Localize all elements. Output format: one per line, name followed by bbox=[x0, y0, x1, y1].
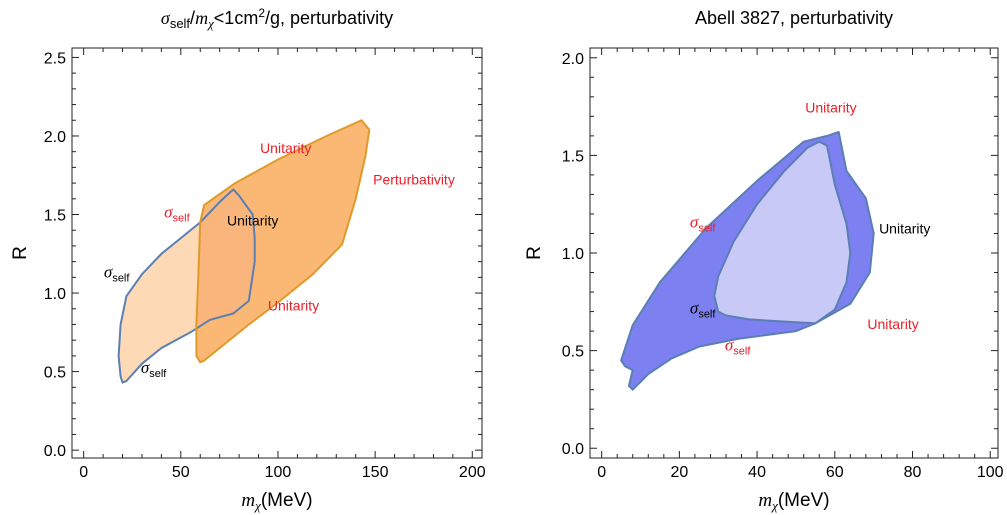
title-rest: <1cm bbox=[214, 8, 259, 28]
annotation-sigma-self: σself bbox=[690, 299, 716, 321]
right-panel: Abell 3827, perturbativity 0 20 40 60 80 100 0.… bbox=[524, 8, 1004, 513]
title-m: m bbox=[195, 8, 208, 28]
annotation-unitarity: Unitarity bbox=[227, 213, 278, 229]
y-tick-label: 0.5 bbox=[562, 344, 584, 361]
chart-title: Abell 3827, perturbativity bbox=[695, 8, 893, 28]
annotation-unitarity: Unitarity bbox=[268, 297, 319, 313]
annotation-sigma: σ bbox=[690, 213, 699, 232]
annotation-sigma-self: σself bbox=[104, 262, 130, 284]
region-outline-outer bbox=[620, 131, 875, 391]
region-outline-sigma-self bbox=[117, 188, 256, 384]
annotation-unitarity: Unitarity bbox=[805, 99, 856, 115]
annotation-subscript: self bbox=[112, 272, 130, 284]
y-tick-label: 0.0 bbox=[562, 441, 584, 458]
annotation-subscript: self bbox=[149, 368, 167, 380]
y-tick-label: 1.5 bbox=[562, 148, 584, 165]
annotation-unitarity: Unitarity bbox=[867, 316, 918, 332]
title-end: /g, perturbativity bbox=[265, 8, 393, 28]
x-tick-label: 40 bbox=[748, 464, 766, 481]
x-tick-label: 60 bbox=[826, 464, 844, 481]
y-tick-label: 1.5 bbox=[44, 208, 66, 225]
title-slash: / bbox=[190, 8, 195, 28]
y-tick-label: 2.0 bbox=[562, 51, 584, 68]
region-outline-perturbativity bbox=[195, 119, 371, 364]
y-axis-label: R bbox=[524, 246, 545, 260]
x-tick-label: 150 bbox=[362, 464, 389, 481]
x-axis-label: mχ(MeV) bbox=[241, 490, 312, 513]
annotation-subscript: self bbox=[698, 309, 716, 321]
annotation-unitarity: Unitarity bbox=[879, 220, 930, 236]
region-outline-inner bbox=[713, 140, 852, 325]
x-axis-label-unit: (MeV) bbox=[778, 490, 830, 511]
plot-frame bbox=[71, 47, 483, 459]
x-tick-label: 0 bbox=[79, 464, 88, 481]
annotation-sigma-self: σself bbox=[164, 203, 190, 225]
y-axis-label: R bbox=[10, 246, 31, 260]
y-tick-label: 2.5 bbox=[44, 50, 66, 67]
annotation-perturbativity: Perturbativity bbox=[373, 172, 455, 188]
annotation-sigma: σ bbox=[104, 262, 113, 281]
chart-title: σself/mχ<1cm2/g, perturbativity bbox=[161, 6, 393, 31]
y-tick-label: 1.0 bbox=[562, 246, 584, 263]
y-tick-label: 0.5 bbox=[44, 365, 66, 382]
title-sigma: σ bbox=[161, 8, 171, 28]
annotation-sigma: σ bbox=[164, 203, 173, 222]
x-axis-label-chi: χ bbox=[253, 498, 261, 513]
region-overlap bbox=[196, 189, 255, 363]
x-axis-label: mχ(MeV) bbox=[758, 490, 829, 513]
x-axis-label-m: m bbox=[758, 490, 772, 511]
annotation-sigma-self: σself bbox=[141, 358, 167, 380]
x-tick-label: 0 bbox=[597, 464, 606, 481]
y-tick-label: 0.0 bbox=[44, 443, 66, 460]
annotation-sigma: σ bbox=[690, 299, 699, 318]
annotation-subscript: self bbox=[173, 213, 191, 225]
title-superscript: 2 bbox=[258, 6, 265, 20]
x-tick-label: 50 bbox=[172, 464, 190, 481]
y-tick-label: 2.0 bbox=[44, 129, 66, 146]
annotation-sigma-self: σself bbox=[690, 213, 716, 235]
x-tick-label: 200 bbox=[459, 464, 486, 481]
title-chi: χ bbox=[206, 16, 214, 31]
title-subscript: self bbox=[170, 16, 191, 31]
x-axis-label-m: m bbox=[241, 490, 255, 511]
x-axis-label-chi: χ bbox=[770, 498, 778, 513]
annotation-unitarity: Unitarity bbox=[260, 140, 311, 156]
x-tick-label: 80 bbox=[904, 464, 922, 481]
annotation-subscript: self bbox=[698, 223, 716, 235]
x-axis-label-unit: (MeV) bbox=[261, 490, 313, 511]
y-tick-label: 1.0 bbox=[44, 286, 66, 303]
x-tick-label: 100 bbox=[977, 464, 1004, 481]
region-inner bbox=[714, 141, 851, 324]
annotation-sigma: σ bbox=[141, 358, 150, 377]
x-tick-label: 20 bbox=[670, 464, 688, 481]
annotation-sigma: σ bbox=[725, 336, 734, 355]
annotation-sigma-self: σself bbox=[725, 336, 751, 358]
x-tick-label: 100 bbox=[265, 464, 292, 481]
annotation-subscript: self bbox=[733, 346, 751, 358]
